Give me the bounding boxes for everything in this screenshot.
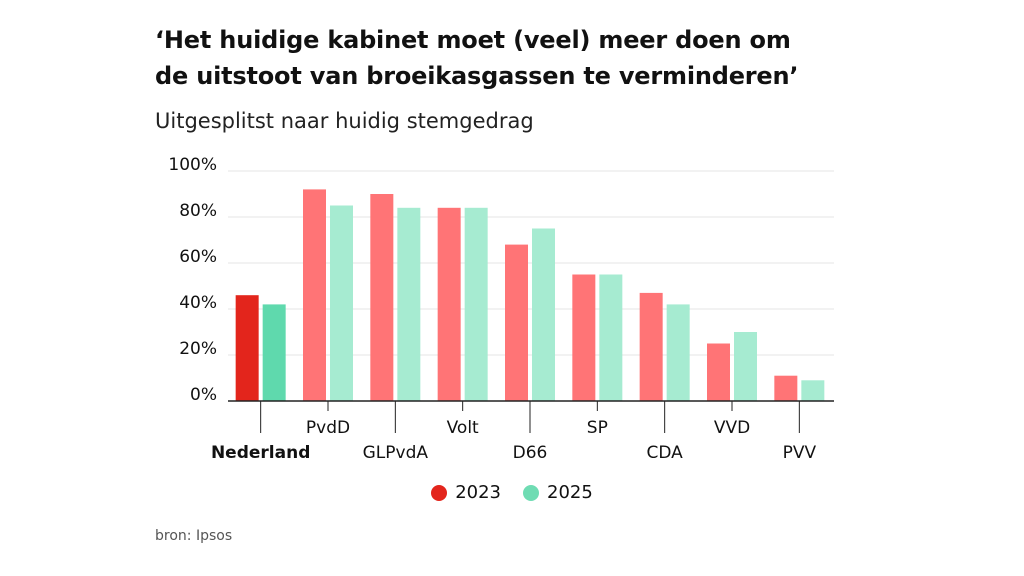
bar-volt-2023 bbox=[437, 207, 461, 401]
legend-item-2025: 2025 bbox=[523, 482, 593, 503]
x-tick-label-vvd: VVD bbox=[714, 418, 750, 438]
x-tick-label-glpvda: GLPvdA bbox=[363, 443, 429, 463]
legend-swatch-2025 bbox=[523, 484, 539, 501]
x-tick-label-volt: Volt bbox=[447, 418, 479, 438]
legend: 2023 2025 bbox=[0, 482, 1024, 503]
bar-pvv-2025 bbox=[801, 380, 825, 401]
y-tick-label-60: 60% bbox=[179, 247, 217, 267]
bar-vvd-2023 bbox=[707, 343, 730, 401]
bar-nederland-2025 bbox=[262, 304, 286, 401]
x-tick-label-nederland: Nederland bbox=[211, 443, 310, 463]
bar-vvd-2025 bbox=[734, 332, 757, 401]
chart-title-line-1: ‘Het huidige kabinet moet (veel) meer do… bbox=[155, 26, 791, 54]
y-tick-label-40: 40% bbox=[179, 293, 217, 313]
bar-glpvda-2023 bbox=[370, 194, 394, 401]
chart-title-line-2: de uitstoot van broeikasgassen te vermin… bbox=[155, 62, 799, 90]
chart-title: ‘Het huidige kabinet moet (veel) meer do… bbox=[155, 22, 875, 94]
x-tick-label-sp: SP bbox=[587, 418, 608, 438]
legend-swatch-2023 bbox=[431, 484, 448, 501]
y-tick-label-100: 100% bbox=[168, 155, 217, 175]
bar-volt-2025 bbox=[464, 207, 488, 401]
bar-cda-2023 bbox=[639, 292, 663, 401]
bar-chart: 0% 20% 40% 60% 80% 100% Nederland PvdD GLPvdA Vol… bbox=[168, 155, 834, 463]
bar-pvdd-2025 bbox=[330, 205, 353, 401]
bar-glpvda-2025 bbox=[397, 207, 421, 401]
legend-item-2023: 2023 bbox=[431, 482, 501, 503]
legend-label-2025: 2025 bbox=[547, 482, 593, 503]
bar-d66-2025 bbox=[532, 228, 555, 401]
chart-subtitle: Uitgesplitst naar huidig stemgedrag bbox=[155, 109, 534, 133]
x-tick-label-cda: CDA bbox=[647, 443, 684, 463]
bar-d66-2023 bbox=[505, 244, 528, 401]
legend-label-2023: 2023 bbox=[455, 482, 501, 503]
y-tick-label-80: 80% bbox=[179, 201, 217, 221]
x-tick-label-pvv: PVV bbox=[783, 443, 817, 463]
x-tick-label-d66: D66 bbox=[513, 443, 548, 463]
bar-sp-2023 bbox=[572, 274, 596, 401]
bar-cda-2025 bbox=[666, 304, 690, 401]
source-note: bron: Ipsos bbox=[155, 528, 233, 544]
x-tick-label-pvdd: PvdD bbox=[306, 418, 350, 438]
bar-pvdd-2023 bbox=[303, 189, 326, 401]
y-tick-label-20: 20% bbox=[179, 339, 217, 359]
bar-sp-2025 bbox=[599, 274, 623, 401]
bar-nederland-2023 bbox=[235, 295, 259, 401]
bar-pvv-2023 bbox=[774, 375, 798, 401]
y-tick-label-0: 0% bbox=[190, 385, 217, 405]
